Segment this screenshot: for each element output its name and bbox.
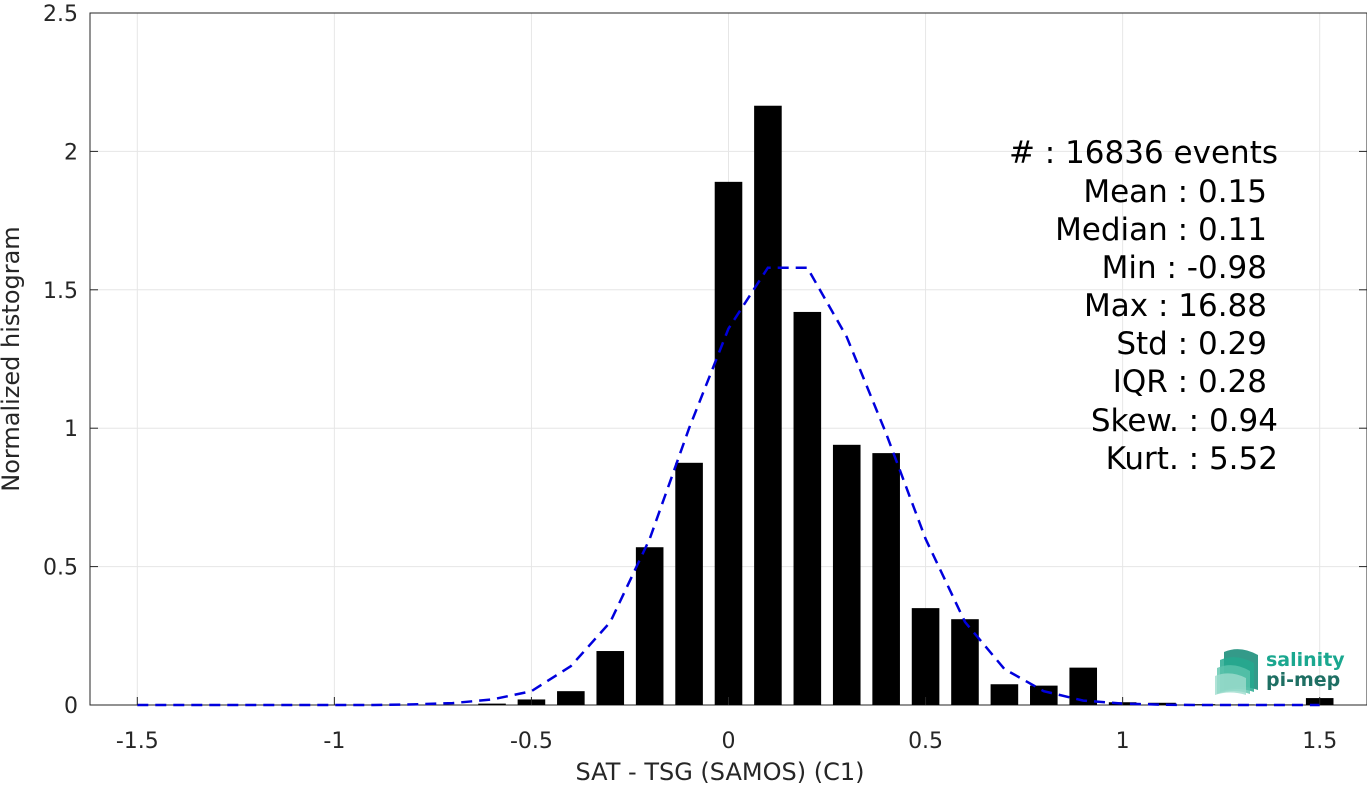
stat-std: Std : 0.29 xyxy=(1116,326,1267,362)
histogram-bar xyxy=(754,105,782,705)
histogram-bar xyxy=(557,691,585,705)
y-axis-ticks: 0 0.5 1 1.5 2 2.5 xyxy=(43,2,1367,719)
x-axis-ticks: -1.5 -1 -0.5 0 0.5 1 1.5 xyxy=(116,697,1337,754)
y-tick-label: 1 xyxy=(64,417,78,442)
histogram-bar xyxy=(1187,704,1216,705)
stat-skew: Skew. : 0.94 xyxy=(1091,403,1278,439)
y-tick-label: 1.5 xyxy=(43,279,78,304)
logo-text-salinity: salinity xyxy=(1266,649,1345,671)
histogram-bar xyxy=(596,651,625,705)
histogram-bar xyxy=(635,547,664,705)
histogram-bar xyxy=(1030,685,1058,705)
statistics-box: # : 16836 events Mean : 0.15 Median : 0.… xyxy=(1009,135,1278,477)
y-axis-label: Normalized histogram xyxy=(0,226,25,491)
histogram-bar xyxy=(714,181,743,705)
y-tick-label: 2.5 xyxy=(43,2,78,27)
histogram-bar xyxy=(951,619,979,705)
histogram-bar xyxy=(911,608,940,705)
y-tick-label: 2 xyxy=(64,140,78,165)
wave-logo-icon xyxy=(1215,649,1258,695)
histogram-bar xyxy=(872,453,900,705)
salinity-pi-mep-logo: salinity pi-mep xyxy=(1215,649,1345,695)
stat-mean: Mean : 0.15 xyxy=(1083,174,1267,210)
stat-median: Median : 0.11 xyxy=(1055,212,1267,248)
logo-text-pi-mep: pi-mep xyxy=(1266,669,1340,691)
stat-iqr: IQR : 0.28 xyxy=(1113,364,1267,400)
x-tick-label: -0.5 xyxy=(510,729,553,754)
y-tick-label: 0 xyxy=(64,694,78,719)
stat-max: Max : 16.88 xyxy=(1084,288,1267,324)
y-tick-label: 0.5 xyxy=(43,556,78,581)
stat-count: # : 16836 events xyxy=(1009,135,1278,171)
histogram-bar xyxy=(478,703,506,705)
histogram-bars xyxy=(478,105,1334,705)
histogram-bar xyxy=(990,684,1019,705)
histogram-bar xyxy=(675,462,703,705)
histogram-bar xyxy=(832,444,861,705)
x-tick-label: 1.5 xyxy=(1302,729,1337,754)
stat-min: Min : -0.98 xyxy=(1102,250,1267,286)
x-tick-label: 1 xyxy=(1116,729,1130,754)
x-axis-label: SAT - TSG (SAMOS) (C1) xyxy=(576,758,865,785)
x-tick-label: 0 xyxy=(722,729,736,754)
histogram-bar xyxy=(1148,702,1176,705)
x-tick-label: 0.5 xyxy=(908,729,943,754)
x-tick-label: -1.5 xyxy=(116,729,159,754)
histogram-bar xyxy=(1069,667,1098,705)
histogram-bar xyxy=(793,311,822,705)
x-tick-label: -1 xyxy=(323,729,345,754)
stat-kurt: Kurt. : 5.52 xyxy=(1106,441,1278,477)
